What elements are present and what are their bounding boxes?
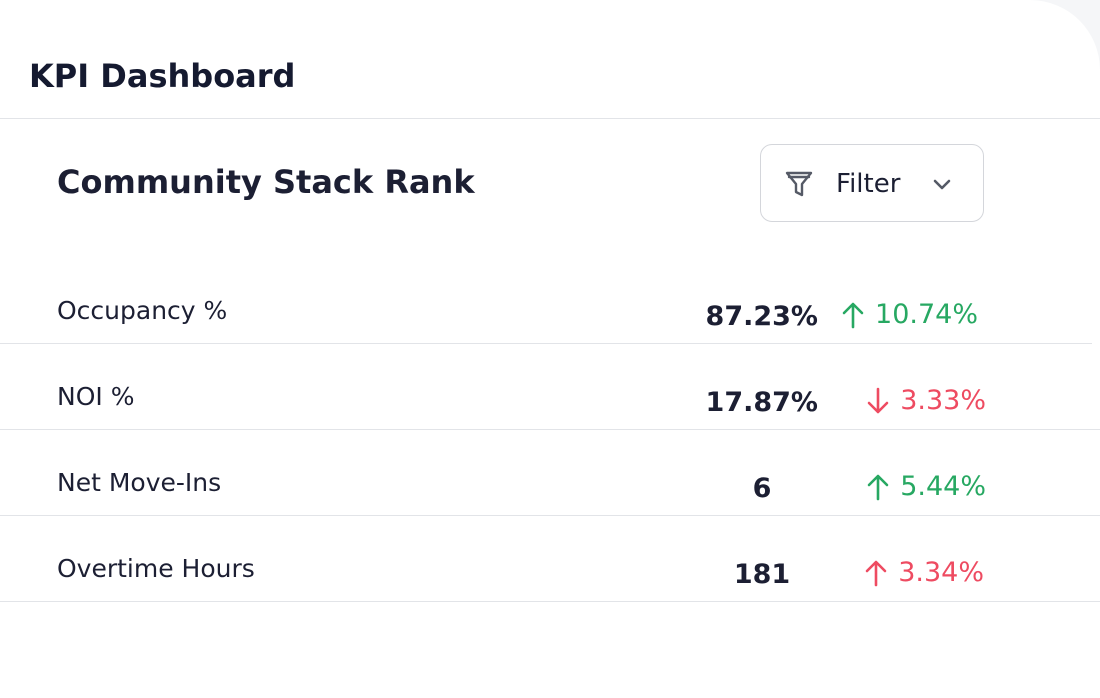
kpi-value: 181: [733, 559, 791, 590]
kpi-change-value: 3.33%: [900, 385, 986, 416]
kpi-metric-label: Net Move-Ins: [57, 468, 222, 497]
funnel-icon: [785, 171, 813, 197]
filter-label: Filter: [836, 169, 901, 199]
kpi-value: 87.23%: [705, 301, 818, 332]
page-title: KPI Dashboard: [29, 57, 296, 95]
filter-button[interactable]: Filter: [760, 144, 984, 222]
section-title: Community Stack Rank: [57, 163, 475, 201]
chevron-down-icon: [933, 179, 951, 190]
arrow-up-icon: [865, 560, 887, 587]
kpi-metric-label: Overtime Hours: [57, 554, 255, 583]
header-divider: [0, 118, 1100, 119]
arrow-down-icon: [867, 387, 889, 414]
kpi-value: 17.87%: [705, 387, 818, 418]
kpi-row-occupancy[interactable]: Occupancy % 87.23% 10.74%: [0, 258, 1092, 344]
kpi-metric-label: NOI %: [57, 382, 135, 411]
kpi-row-net-move-ins[interactable]: Net Move-Ins 6 5.44%: [0, 430, 1100, 516]
kpi-value: 6: [752, 473, 772, 504]
arrow-up-icon: [842, 302, 864, 329]
kpi-change: 10.74%: [841, 298, 978, 332]
kpi-metric-label: Occupancy %: [57, 296, 228, 325]
kpi-list: Occupancy % 87.23% 10.74% NOI % 17.87% 3…: [0, 258, 1100, 602]
kpi-change-value: 10.74%: [875, 299, 978, 330]
kpi-row-noi[interactable]: NOI % 17.87% 3.33%: [0, 344, 1100, 430]
kpi-change: 3.34%: [864, 556, 984, 590]
kpi-row-overtime-hours[interactable]: Overtime Hours 181 3.34%: [0, 516, 1100, 602]
kpi-change: 5.44%: [866, 470, 986, 504]
kpi-change: 3.33%: [866, 384, 986, 418]
arrow-up-icon: [867, 474, 889, 501]
kpi-change-value: 3.34%: [898, 557, 984, 588]
kpi-change-value: 5.44%: [900, 471, 986, 502]
